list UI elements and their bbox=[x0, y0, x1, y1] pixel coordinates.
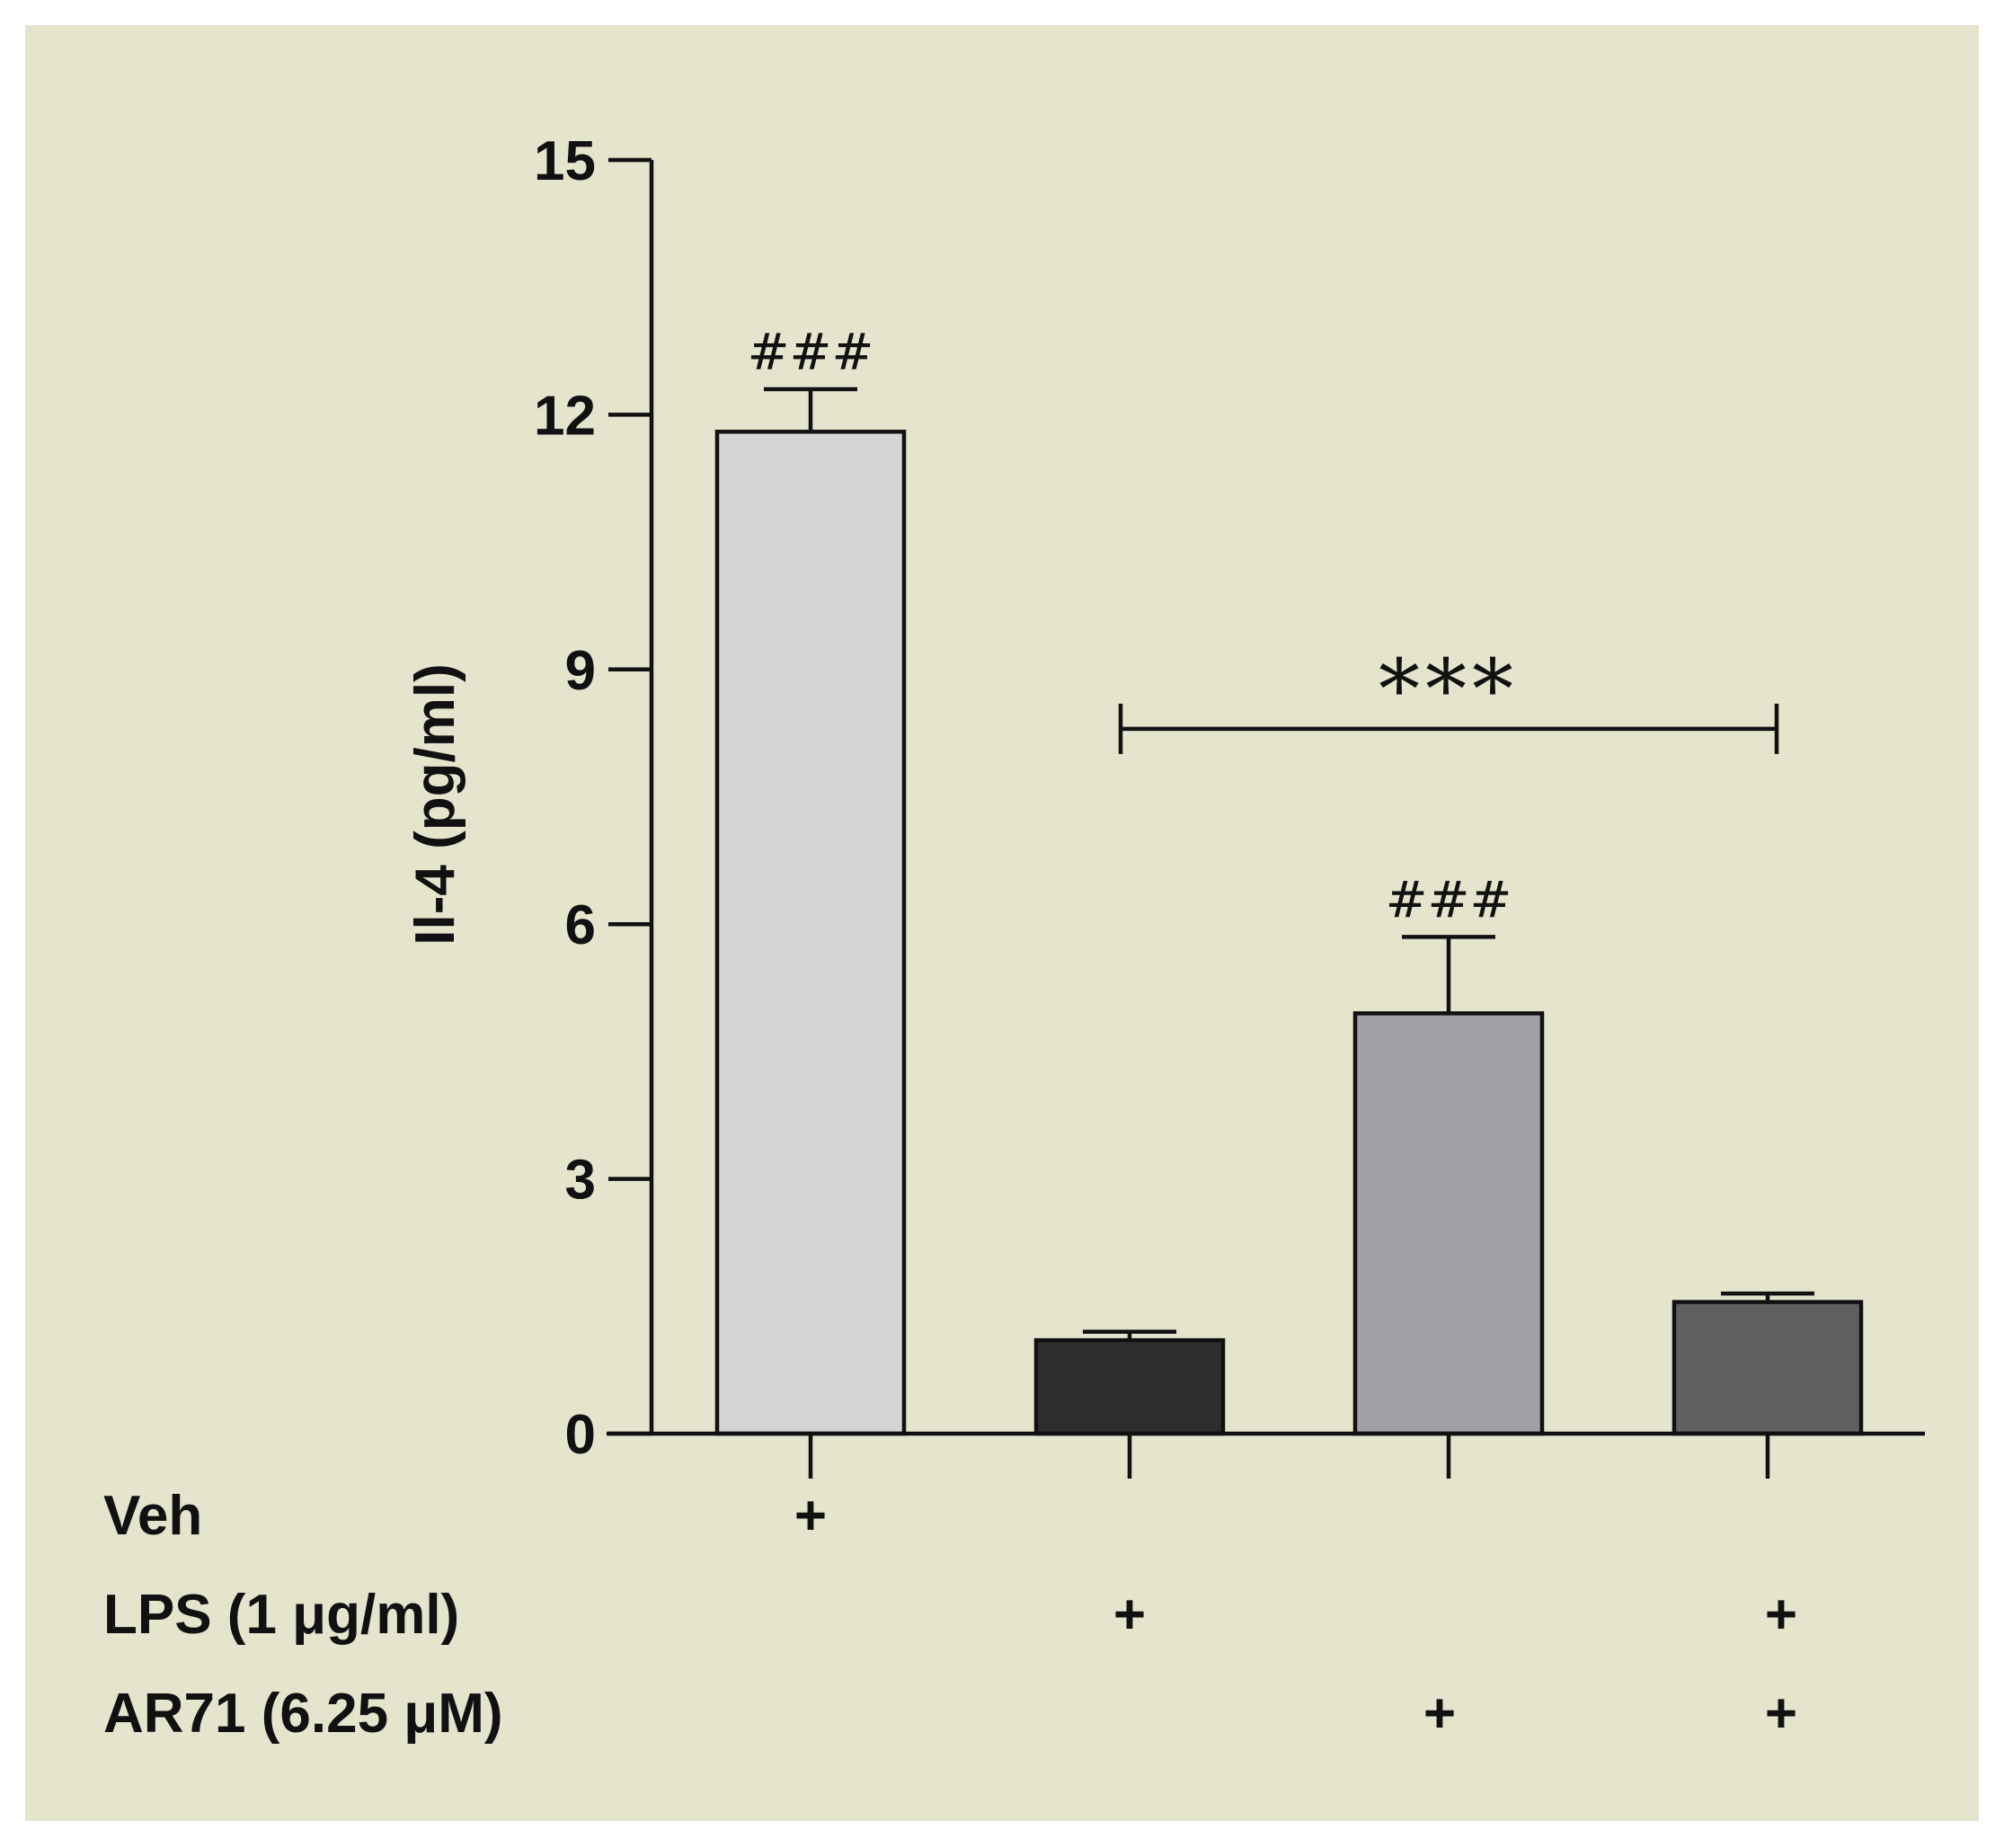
bar-1 bbox=[714, 430, 907, 1436]
bar-4 bbox=[1671, 1300, 1864, 1436]
y-tick-label-3: 3 bbox=[565, 1150, 596, 1212]
treatment-mark-3-3: + bbox=[1423, 1683, 1456, 1745]
treatment-mark-2-2: + bbox=[1113, 1584, 1146, 1646]
y-tick-label-6: 6 bbox=[565, 894, 596, 956]
treatment-mark-1-1: + bbox=[794, 1485, 827, 1547]
treatment-label-3: AR71 (6.25 μM) bbox=[103, 1683, 503, 1745]
treatment-label-2: LPS (1 μg/ml) bbox=[103, 1584, 459, 1646]
bracket-label: *** bbox=[1379, 642, 1519, 738]
treatment-table: Veh + LPS (1 μg/ml) + + AR71 (6.25 μM) + + bbox=[103, 1485, 1797, 1745]
y-axis-label: Il-4 (pg/ml) bbox=[404, 663, 466, 945]
bar-annotation-3: ### bbox=[1386, 871, 1512, 929]
treatment-mark-3-4: + bbox=[1765, 1683, 1797, 1745]
bar-annotations: ### ### bbox=[748, 324, 1512, 929]
axes: 0 3 6 9 12 15 Il-4 (pg/ml) bbox=[404, 130, 1925, 1479]
y-tick-label-0: 0 bbox=[565, 1404, 596, 1466]
treatment-label-1: Veh bbox=[103, 1485, 202, 1547]
y-tick-label-15: 15 bbox=[534, 130, 596, 192]
bar-3 bbox=[1352, 1011, 1545, 1436]
treatment-mark-2-4: + bbox=[1765, 1584, 1797, 1646]
significance-bracket: *** bbox=[1118, 642, 1779, 754]
bar-2 bbox=[1033, 1337, 1226, 1436]
error-bars bbox=[764, 386, 1814, 1341]
bar-annotation-1: ### bbox=[748, 324, 874, 382]
y-tick-label-12: 12 bbox=[534, 385, 596, 447]
y-tick-label-9: 9 bbox=[565, 640, 596, 702]
chart-background bbox=[25, 25, 1979, 1821]
